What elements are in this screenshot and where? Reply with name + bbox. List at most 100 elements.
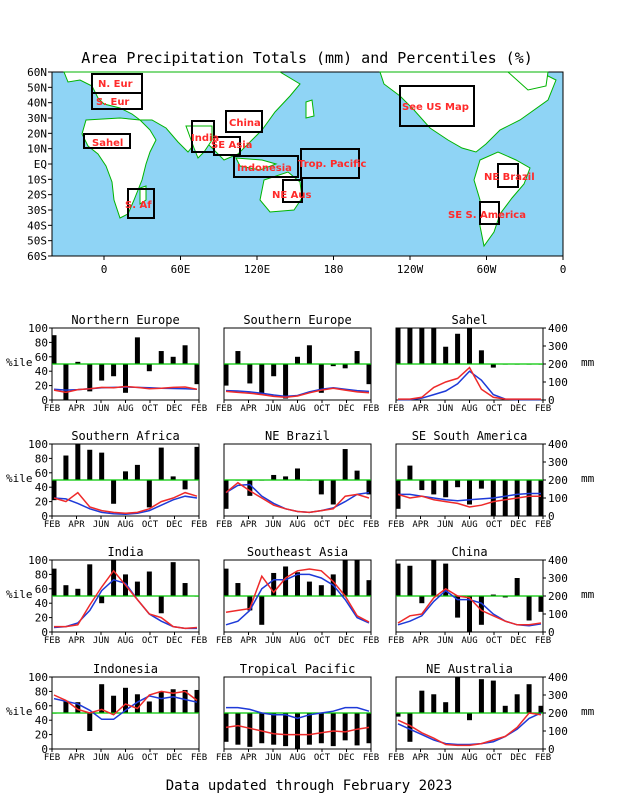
percentile-bar [526,684,532,713]
month-tick-label: DEC [166,404,182,414]
percentile-bar [514,694,520,713]
right-tick-label: 200 [548,358,568,371]
left-tick-label: 40 [35,597,48,610]
map-lat-label: 30S [27,204,47,217]
percentile-bar [295,356,300,364]
observed-line [225,568,370,623]
month-tick-label: JUN [437,404,453,414]
panel-title: Northern Europe [71,313,179,327]
right-tick-label: 400 [548,438,568,451]
month-tick-label: FEB [535,753,551,763]
percentile-bar [295,468,300,480]
percentile-bar [455,480,461,488]
percentile-bar [431,480,437,495]
percentile-bar [283,713,289,747]
percentile-bar [75,588,81,596]
right-tick-label: 0 [548,626,555,639]
percentile-bar [478,350,484,364]
left-axis-label: %ile [6,356,33,369]
box-indonesia [233,155,299,178]
percentile-bar [443,563,449,596]
observed-line [225,481,370,514]
percentile-bar [354,470,360,480]
percentile-bar [306,345,312,364]
percentile-bar [87,364,93,392]
month-tick-label: FEB [363,753,379,763]
map-lat-label: 40N [27,97,47,110]
right-tick-label: 100 [548,608,568,621]
percentile-bar [247,596,253,611]
panel-title: NE Brazil [265,429,330,443]
panel-ne-brazil: NE Brazil FEB APR JUN AUG OCT DEC FEB [216,429,379,530]
observed-line [225,724,370,736]
left-tick-label: 20 [35,496,48,509]
month-tick-label: OCT [486,404,503,414]
region-label-se-s-america: SE S. America [448,210,526,221]
percentile-bar [330,480,336,505]
percentile-bar [354,351,360,364]
panel-title: Southern Europe [243,313,351,327]
month-tick-label: JUN [265,520,281,530]
map-region-labels: N. Eur S. Eur Sahel S. Af India SE Asia … [92,79,535,221]
month-tick-label: AUG [289,404,305,414]
map-lon-label: 60E [171,263,191,276]
percentile-bar [526,480,532,516]
month-tick-label: AUG [117,404,133,414]
normal-line [225,573,370,626]
month-tick-label: APR [240,636,257,646]
percentile-bar [443,702,449,713]
percentile-bar [366,364,372,385]
map-lat-label: 40S [27,219,47,232]
percentile-bar [431,694,437,713]
percentile-bar [455,677,461,713]
percentile-bar [111,695,117,713]
box-ne-aus [282,179,303,203]
percentile-bar [478,480,484,489]
month-tick-label: FEB [535,636,551,646]
percentile-bar [490,680,496,713]
panel-title: Sahel [451,313,487,327]
month-tick-label: OCT [142,753,159,763]
percentile-bar [223,480,229,509]
left-tick-label: 80 [35,336,48,349]
percentile-bar [235,713,241,745]
percentile-bar [431,560,437,596]
right-tick-label: 200 [548,707,568,720]
left-tick-label: 80 [35,452,48,465]
land-madagascar [139,185,147,205]
normal-line [226,706,370,720]
left-tick-label: 80 [35,568,48,581]
observed-line [397,493,541,508]
month-tick-label: FEB [363,404,379,414]
month-tick-label: DEC [166,753,182,763]
panel-title: Tropical Pacific [240,662,356,676]
region-label-china: China [229,118,261,129]
region-label-trop-pacific: Trop. Pacific [298,159,367,170]
percentile-bar [271,572,277,596]
region-label-s-af: S. Af [125,200,152,211]
percentile-bar [87,713,93,731]
left-tick-label: 0 [41,743,48,756]
percentile-bar [247,364,253,384]
percentile-bar [443,480,449,498]
panel-title: NE Australia [426,662,513,676]
percentile-bar [247,480,253,496]
month-tick-label: FEB [44,404,60,414]
left-tick-label: 60 [35,351,48,364]
percentile-bar [318,585,324,596]
left-tick-label: 20 [35,380,48,393]
month-tick-label: DEC [166,636,182,646]
month-tick-label: FEB [363,520,379,530]
percentile-bar [538,480,544,516]
percentile-bar [306,713,312,745]
percentile-bar [490,364,496,368]
percentile-bar [407,565,413,596]
map-region-boxes [83,73,519,225]
box-s-af [127,188,155,219]
percentile-bar [111,364,117,377]
percentile-bar [134,581,140,596]
region-label-n-eur: N. Eur [98,79,133,90]
month-tick-label: FEB [216,404,232,414]
right-axis-label: mm [581,356,595,369]
month-tick-label: FEB [216,636,232,646]
